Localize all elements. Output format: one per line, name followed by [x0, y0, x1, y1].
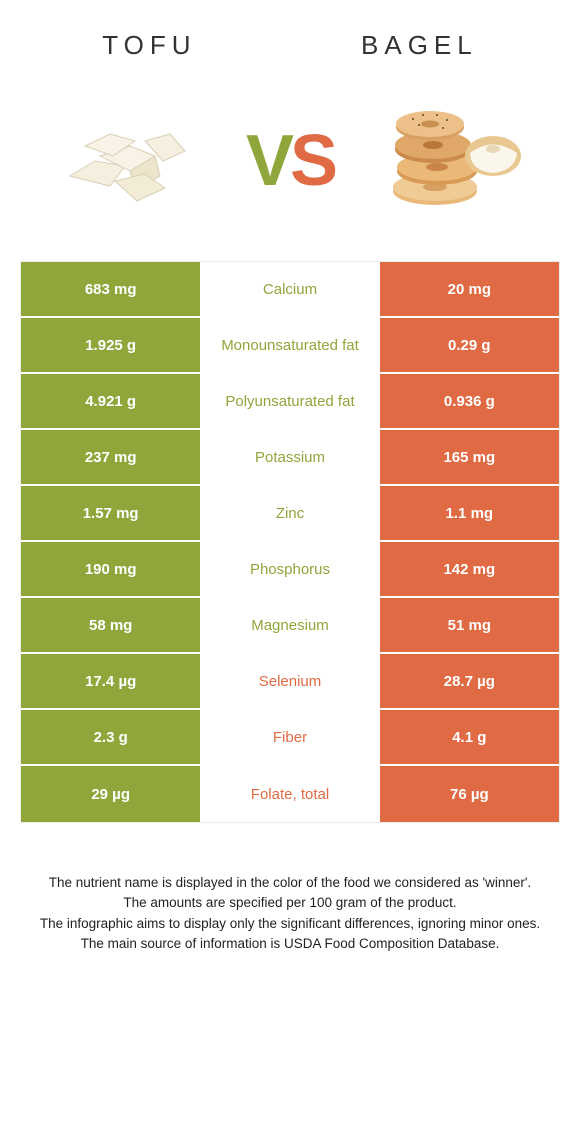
value-right: 76 µg [380, 766, 559, 822]
vs-row: VS [20, 91, 560, 231]
table-row: 4.921 gPolyunsaturated fat0.936 g [21, 374, 559, 430]
table-row: 29 µgFolate, total76 µg [21, 766, 559, 822]
footnote-line: The nutrient name is displayed in the co… [30, 873, 550, 893]
table-row: 190 mgPhosphorus142 mg [21, 542, 559, 598]
value-right: 28.7 µg [380, 654, 559, 708]
comparison-table: 683 mgCalcium20 mg1.925 gMonounsaturated… [20, 261, 560, 823]
title-right: BAGEL [361, 30, 478, 61]
table-row: 58 mgMagnesium51 mg [21, 598, 559, 654]
value-left: 17.4 µg [21, 654, 200, 708]
vs-s: S [290, 121, 334, 201]
nutrient-label: Magnesium [200, 598, 379, 652]
value-right: 1.1 mg [380, 486, 559, 540]
table-row: 237 mgPotassium165 mg [21, 430, 559, 486]
nutrient-label: Monounsaturated fat [200, 318, 379, 372]
nutrient-label: Selenium [200, 654, 379, 708]
table-row: 1.57 mgZinc1.1 mg [21, 486, 559, 542]
value-left: 1.925 g [21, 318, 200, 372]
value-right: 142 mg [380, 542, 559, 596]
value-left: 190 mg [21, 542, 200, 596]
bagel-image [370, 101, 530, 221]
tofu-image [50, 101, 210, 221]
value-right: 51 mg [380, 598, 559, 652]
nutrient-label: Zinc [200, 486, 379, 540]
value-left: 58 mg [21, 598, 200, 652]
nutrient-label: Potassium [200, 430, 379, 484]
value-left: 2.3 g [21, 710, 200, 764]
table-row: 2.3 gFiber4.1 g [21, 710, 559, 766]
value-left: 683 mg [21, 262, 200, 316]
nutrient-label: Calcium [200, 262, 379, 316]
value-left: 1.57 mg [21, 486, 200, 540]
footnote-line: The amounts are specified per 100 gram o… [30, 893, 550, 913]
table-row: 17.4 µgSelenium28.7 µg [21, 654, 559, 710]
table-row: 1.925 gMonounsaturated fat0.29 g [21, 318, 559, 374]
value-right: 4.1 g [380, 710, 559, 764]
value-left: 4.921 g [21, 374, 200, 428]
footnotes: The nutrient name is displayed in the co… [20, 873, 560, 954]
footnote-line: The infographic aims to display only the… [30, 914, 550, 934]
value-left: 237 mg [21, 430, 200, 484]
value-right: 165 mg [380, 430, 559, 484]
nutrient-label: Fiber [200, 710, 379, 764]
footnote-line: The main source of information is USDA F… [30, 934, 550, 954]
value-right: 0.29 g [380, 318, 559, 372]
vs-v: V [246, 121, 290, 201]
value-right: 0.936 g [380, 374, 559, 428]
value-right: 20 mg [380, 262, 559, 316]
nutrient-label: Polyunsaturated fat [200, 374, 379, 428]
table-row: 683 mgCalcium20 mg [21, 262, 559, 318]
title-left: TOFU [102, 30, 196, 61]
nutrient-label: Phosphorus [200, 542, 379, 596]
header-row: TOFU BAGEL [20, 30, 560, 61]
vs-label: VS [246, 120, 334, 202]
nutrient-label: Folate, total [200, 766, 379, 822]
value-left: 29 µg [21, 766, 200, 822]
